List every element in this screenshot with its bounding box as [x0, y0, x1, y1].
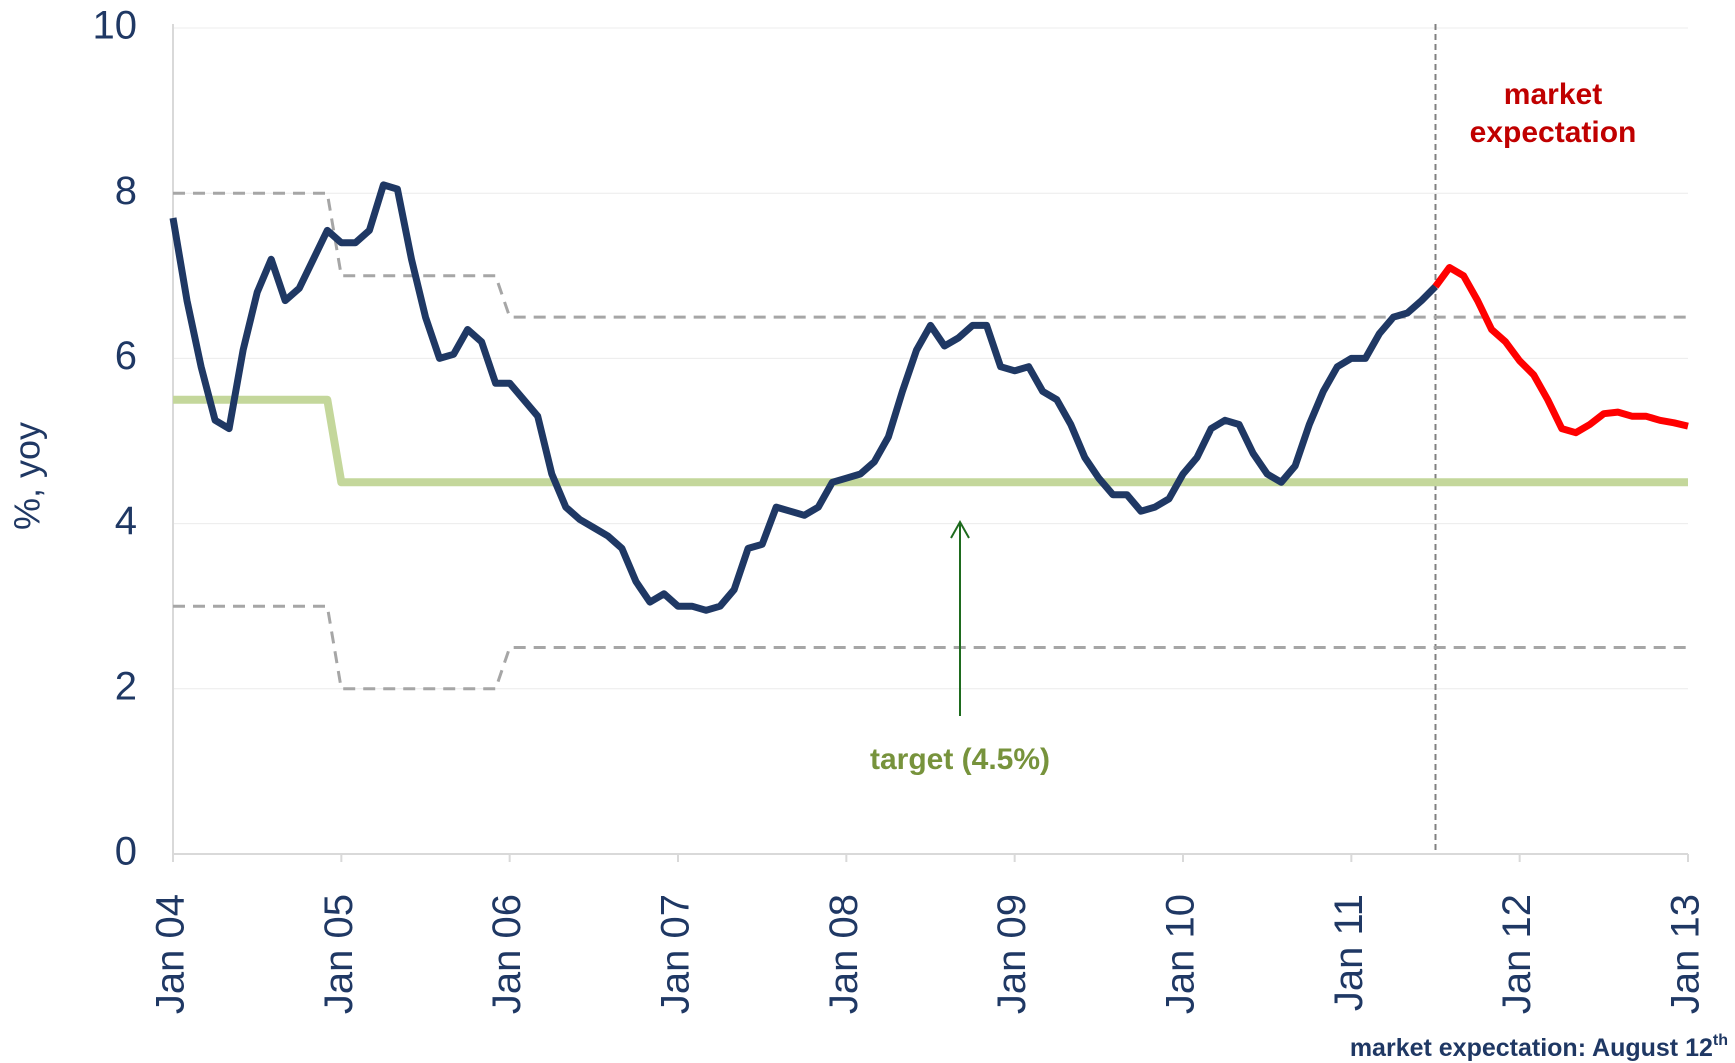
x-tick-label: Jan 10 — [1159, 894, 1203, 1014]
x-tick-label: Jan 05 — [317, 894, 361, 1014]
y-tick-label: 10 — [93, 4, 138, 48]
x-tick-label: Jan 12 — [1495, 894, 1539, 1014]
annotation: expectation — [1470, 116, 1637, 149]
x-tick-label: Jan 08 — [822, 894, 866, 1014]
footnote: market expectation: August 12th — [1350, 1032, 1728, 1062]
series-line — [173, 395, 1688, 487]
x-tick-label: Jan 13 — [1664, 894, 1708, 1014]
x-tick-label: Jan 11 — [1327, 894, 1371, 1011]
x-tick-label: Jan 07 — [654, 894, 698, 1014]
y-tick-label: 4 — [115, 499, 137, 543]
x-tick-label: Jan 09 — [990, 894, 1034, 1014]
y-tick-label: 2 — [115, 664, 137, 708]
footnote-sup: th — [1713, 1032, 1728, 1049]
series-line — [1432, 264, 1689, 437]
x-tick-label: Jan 04 — [149, 894, 193, 1014]
y-tick-label: 8 — [115, 169, 137, 213]
footnote-text: market expectation: August 12 — [1350, 1034, 1713, 1062]
series-line — [173, 604, 1688, 691]
y-axis-label: %, yoy — [7, 422, 48, 530]
target-arrow-head — [950, 519, 970, 539]
y-tick-label: 0 — [115, 830, 137, 874]
annotation: target (4.5%) — [870, 743, 1050, 776]
series-line — [173, 191, 1688, 319]
y-tick-label: 6 — [115, 334, 137, 378]
x-tick-label: Jan 06 — [485, 894, 529, 1014]
series-line — [169, 181, 1438, 614]
annotation: market — [1504, 78, 1602, 111]
